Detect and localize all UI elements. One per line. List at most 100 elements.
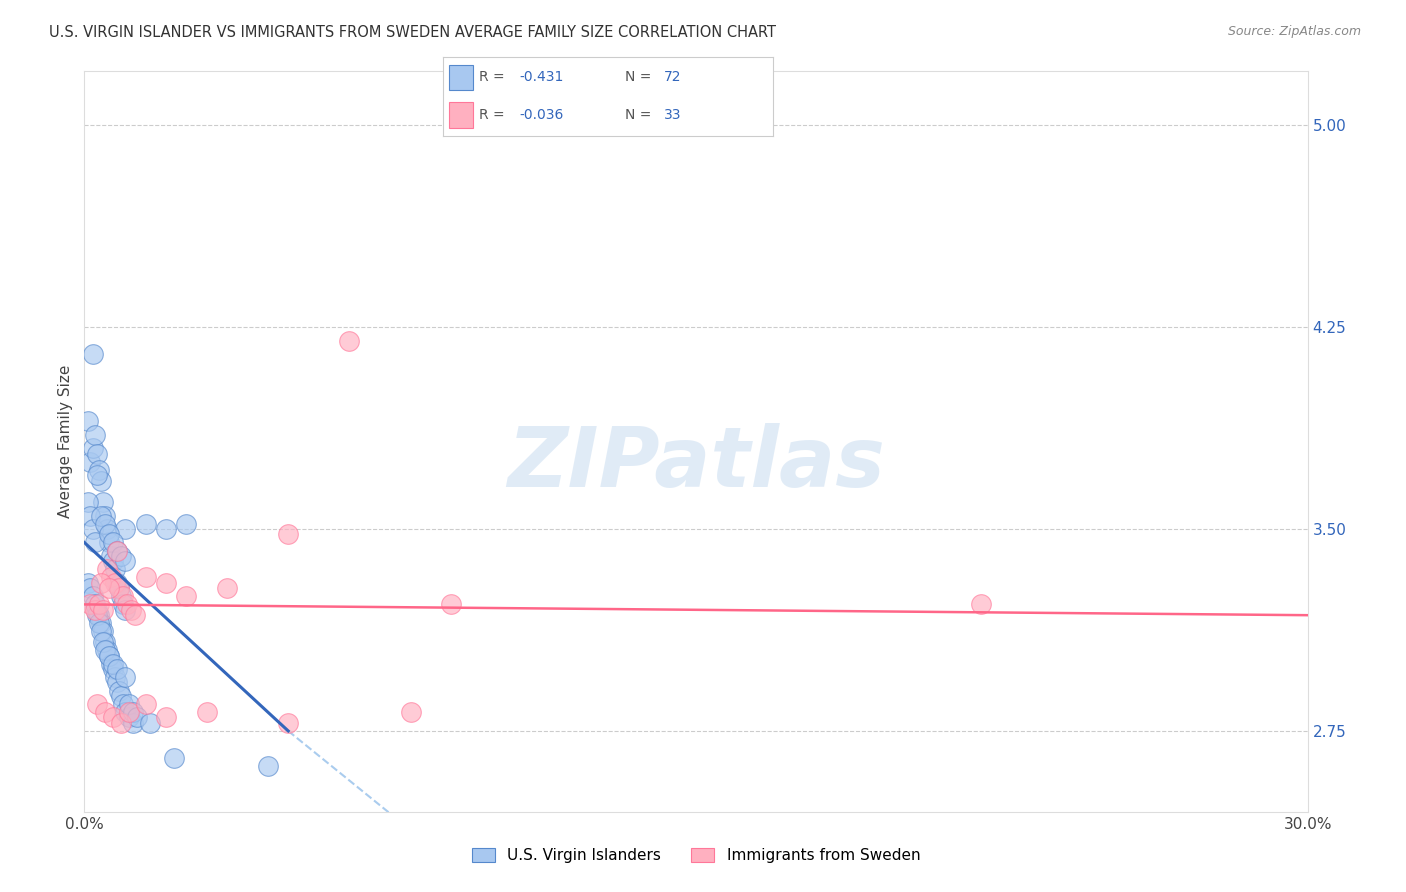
Point <box>100 657 122 671</box>
Text: N =: N = <box>624 108 651 122</box>
Point <box>135 570 157 584</box>
Point <box>399 705 422 719</box>
Point <box>90 624 112 639</box>
Point <box>135 516 157 531</box>
Point <box>120 603 142 617</box>
Point <box>91 495 114 509</box>
Point <box>77 575 100 590</box>
Point <box>96 643 118 657</box>
Point <box>105 543 128 558</box>
Text: R =: R = <box>479 108 505 122</box>
Point <box>82 522 104 536</box>
Text: N =: N = <box>624 70 651 85</box>
Point <box>277 715 299 730</box>
Text: Source: ZipAtlas.com: Source: ZipAtlas.com <box>1227 25 1361 38</box>
Text: ZIPatlas: ZIPatlas <box>508 423 884 504</box>
Point <box>195 705 218 719</box>
Point <box>100 549 122 563</box>
Point <box>101 710 124 724</box>
Point <box>93 635 115 649</box>
Point <box>79 508 101 523</box>
Point <box>124 608 146 623</box>
Point <box>101 657 124 671</box>
Point <box>79 598 101 612</box>
Point <box>112 598 135 612</box>
Point <box>91 624 114 639</box>
Point <box>77 495 100 509</box>
Y-axis label: Average Family Size: Average Family Size <box>58 365 73 518</box>
Point <box>91 635 114 649</box>
Bar <box>450 103 472 128</box>
Point <box>108 581 131 595</box>
Point <box>97 581 120 595</box>
Point <box>110 590 132 604</box>
Point <box>97 648 120 663</box>
Point <box>440 598 463 612</box>
Point <box>163 751 186 765</box>
Bar <box>450 65 472 90</box>
Point <box>114 522 136 536</box>
Point <box>118 705 141 719</box>
Point <box>101 554 124 568</box>
Point <box>104 562 127 576</box>
Point <box>96 522 118 536</box>
Point <box>86 603 108 617</box>
Point <box>108 581 131 595</box>
Point <box>105 575 128 590</box>
Point <box>105 543 128 558</box>
Point <box>104 670 127 684</box>
Point <box>87 608 110 623</box>
Point <box>77 414 100 428</box>
Point <box>83 535 105 549</box>
Point <box>86 608 108 623</box>
Point <box>257 759 280 773</box>
Point <box>90 474 112 488</box>
Point <box>118 710 141 724</box>
Point <box>104 575 127 590</box>
Point <box>83 603 105 617</box>
Point <box>79 581 101 595</box>
Text: U.S. VIRGIN ISLANDER VS IMMIGRANTS FROM SWEDEN AVERAGE FAMILY SIZE CORRELATION C: U.S. VIRGIN ISLANDER VS IMMIGRANTS FROM … <box>49 25 776 40</box>
Point <box>86 447 108 461</box>
Point <box>114 705 136 719</box>
Point <box>90 508 112 523</box>
Point <box>93 705 115 719</box>
Point <box>155 710 177 724</box>
Point <box>122 715 145 730</box>
Point <box>155 522 177 536</box>
Point <box>93 516 115 531</box>
Point <box>87 463 110 477</box>
Point <box>110 689 132 703</box>
Point <box>79 455 101 469</box>
Point <box>108 683 131 698</box>
Point <box>127 710 149 724</box>
Text: R =: R = <box>479 70 505 85</box>
Point <box>110 549 132 563</box>
Point <box>93 643 115 657</box>
Point <box>114 603 136 617</box>
Point <box>105 662 128 676</box>
Point <box>83 427 105 442</box>
Point <box>97 527 120 541</box>
Point <box>86 697 108 711</box>
Text: -0.036: -0.036 <box>519 108 564 122</box>
Point <box>105 675 128 690</box>
Point <box>82 442 104 456</box>
Point <box>115 598 138 612</box>
Point <box>90 616 112 631</box>
Point <box>96 562 118 576</box>
Point <box>138 715 160 730</box>
Point <box>91 603 114 617</box>
Point <box>87 598 110 612</box>
Point <box>114 554 136 568</box>
Point <box>122 705 145 719</box>
Point <box>112 697 135 711</box>
Point <box>83 598 105 612</box>
Point <box>82 590 104 604</box>
Point <box>110 715 132 730</box>
Point <box>100 570 122 584</box>
Point <box>174 590 197 604</box>
Point <box>112 590 135 604</box>
Point <box>970 598 993 612</box>
Point <box>118 697 141 711</box>
